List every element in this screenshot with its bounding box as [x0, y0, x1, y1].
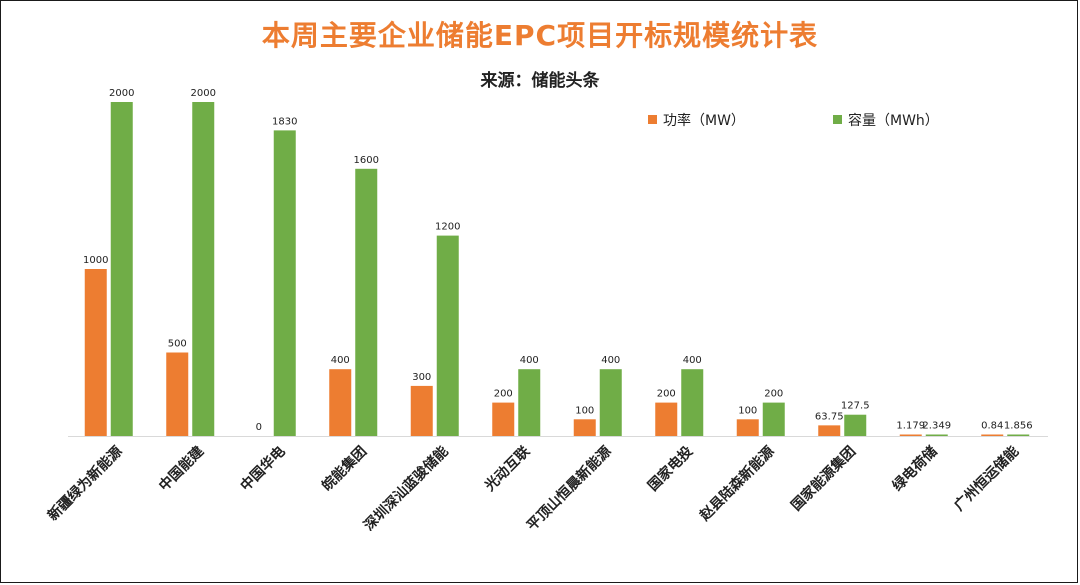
data-label-capacity-0: 2000	[109, 88, 134, 99]
data-label-power-5: 200	[494, 389, 513, 400]
legend-swatch-capacity	[833, 115, 842, 124]
x-tick-label-11: 广州恒运储能	[951, 443, 1022, 514]
data-label-power-8: 100	[738, 405, 757, 416]
data-label-power-11: 0.84	[981, 421, 1003, 432]
legend-item-power: 功率（MW）	[648, 110, 745, 130]
bar-capacity-9	[844, 414, 867, 436]
x-tick-label-0: 新疆绿为新能源	[44, 443, 125, 524]
legend-item-capacity: 容量（MWh）	[833, 110, 939, 130]
bar-capacity-7	[681, 369, 704, 436]
data-label-capacity-3: 1600	[354, 155, 379, 166]
bar-power-6	[573, 419, 596, 436]
data-label-capacity-11: 1.856	[1004, 421, 1033, 432]
x-tick-label-4: 深圳深汕蓝骏储能	[360, 443, 451, 534]
data-label-power-10: 1.179	[896, 421, 925, 432]
bar-power-7	[655, 402, 678, 436]
data-label-capacity-1: 2000	[191, 88, 216, 99]
bar-power-4	[410, 385, 433, 436]
data-label-capacity-2: 1830	[272, 116, 297, 127]
data-label-power-0: 1000	[83, 255, 108, 266]
x-tick-label-3: 皖能集团	[318, 443, 370, 495]
bar-capacity-5	[518, 369, 541, 436]
legend-label-power: 功率（MW）	[663, 113, 745, 129]
x-tick-label-6: 平顶山恒晨新能源	[523, 443, 614, 534]
bar-capacity-3	[355, 168, 378, 437]
bar-power-10	[899, 434, 922, 436]
bar-power-5	[492, 402, 515, 436]
bar-power-11	[981, 434, 1004, 436]
data-label-power-7: 200	[657, 389, 676, 400]
x-tick-label-2: 中国华电	[237, 443, 289, 495]
data-label-capacity-8: 200	[764, 389, 783, 400]
bar-capacity-0	[110, 102, 133, 436]
bar-capacity-4	[436, 235, 459, 436]
chart-title: 本周主要企业储能EPC项目开标规模统计表	[261, 19, 819, 52]
data-label-capacity-10: 2.349	[922, 421, 951, 432]
x-tick-label-7: 国家电投	[644, 443, 696, 495]
x-tick-label-9: 国家能源集团	[788, 443, 859, 514]
data-label-power-6: 100	[575, 405, 594, 416]
data-label-power-2: 0	[256, 422, 262, 433]
data-label-power-3: 400	[331, 355, 350, 366]
x-tick-label-1: 中国能建	[155, 443, 207, 495]
bar-power-9	[818, 425, 841, 436]
legend-swatch-power	[648, 115, 657, 124]
data-label-power-1: 500	[168, 339, 187, 350]
bar-capacity-11	[1007, 434, 1030, 436]
data-label-power-9: 63.75	[815, 411, 844, 422]
bar-capacity-8	[762, 402, 785, 436]
data-label-power-4: 300	[412, 372, 431, 383]
bar-capacity-6	[599, 369, 622, 436]
bar-capacity-10	[925, 434, 948, 436]
bar-capacity-2	[273, 130, 296, 436]
x-tick-label-8: 赵县陆森新能源	[696, 443, 778, 525]
chart-subtitle: 来源：储能头条	[480, 71, 600, 91]
bar-power-1	[166, 352, 189, 436]
bar-power-8	[736, 419, 759, 436]
legend-label-capacity: 容量（MWh）	[848, 113, 939, 129]
data-label-capacity-6: 400	[601, 355, 620, 366]
data-label-capacity-9: 127.5	[841, 401, 870, 412]
x-tick-label-10: 绿电荷储	[889, 443, 941, 495]
data-label-capacity-5: 400	[520, 355, 539, 366]
bar-capacity-1	[192, 102, 215, 436]
data-label-capacity-4: 1200	[435, 222, 460, 233]
data-label-capacity-7: 400	[683, 355, 702, 366]
x-tick-label-5: 光动互联	[481, 442, 534, 495]
bar-power-3	[329, 369, 352, 436]
bar-power-0	[84, 269, 107, 436]
